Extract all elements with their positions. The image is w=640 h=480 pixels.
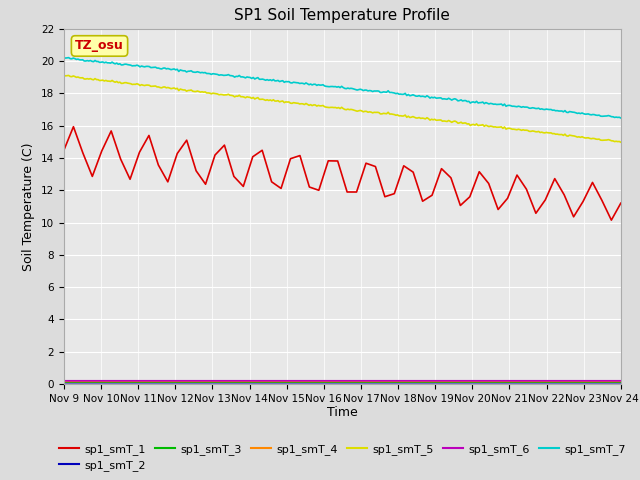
sp1_smT_6 <box>60 378 68 384</box>
sp1_smT_7 <box>129 63 136 69</box>
sp1_smT_5 <box>60 72 68 78</box>
sp1_smT_4 <box>184 379 191 384</box>
sp1_smT_4 <box>617 379 625 384</box>
sp1_smT_5 <box>303 101 311 107</box>
sp1_smT_3 <box>184 379 191 385</box>
sp1_smT_4 <box>170 379 178 384</box>
Text: TZ_osu: TZ_osu <box>75 39 124 52</box>
Y-axis label: Soil Temperature (C): Soil Temperature (C) <box>22 142 35 271</box>
sp1_smT_5 <box>226 92 234 98</box>
sp1_smT_5 <box>617 139 625 145</box>
sp1_smT_7 <box>244 74 252 80</box>
sp1_smT_7 <box>303 81 311 86</box>
sp1_smT_3 <box>170 379 178 385</box>
Line: sp1_smT_5: sp1_smT_5 <box>64 75 621 142</box>
sp1_smT_4 <box>429 379 436 384</box>
sp1_smT_1 <box>259 147 266 153</box>
sp1_smT_4 <box>246 379 254 384</box>
sp1_smT_3 <box>429 379 436 385</box>
sp1_smT_4 <box>502 379 509 384</box>
sp1_smT_4 <box>60 379 68 384</box>
sp1_smT_6 <box>429 378 436 384</box>
Title: SP1 Soil Temperature Profile: SP1 Soil Temperature Profile <box>234 9 451 24</box>
Line: sp1_smT_7: sp1_smT_7 <box>64 58 621 118</box>
sp1_smT_5 <box>129 82 136 87</box>
Line: sp1_smT_1: sp1_smT_1 <box>64 127 621 220</box>
sp1_smT_3 <box>617 379 625 385</box>
sp1_smT_6 <box>617 378 625 384</box>
sp1_smT_1 <box>211 152 219 158</box>
sp1_smT_1 <box>249 154 257 160</box>
sp1_smT_2 <box>60 380 68 385</box>
sp1_smT_7 <box>226 72 234 78</box>
X-axis label: Time: Time <box>327 407 358 420</box>
sp1_smT_2 <box>502 380 509 385</box>
sp1_smT_7 <box>586 112 594 118</box>
sp1_smT_2 <box>617 380 625 385</box>
sp1_smT_5 <box>244 95 252 100</box>
sp1_smT_3 <box>551 379 559 385</box>
sp1_smT_5 <box>586 135 594 141</box>
sp1_smT_2 <box>246 380 254 385</box>
sp1_smT_7 <box>617 115 625 121</box>
sp1_smT_7 <box>60 55 68 60</box>
sp1_smT_1 <box>617 200 625 206</box>
sp1_smT_6 <box>184 378 191 384</box>
sp1_smT_7 <box>254 75 262 81</box>
sp1_smT_6 <box>502 378 509 384</box>
sp1_smT_6 <box>551 378 559 384</box>
sp1_smT_5 <box>254 95 262 100</box>
sp1_smT_1 <box>60 147 68 153</box>
sp1_smT_1 <box>230 174 237 180</box>
Legend: sp1_smT_1, sp1_smT_2, sp1_smT_3, sp1_smT_4, sp1_smT_5, sp1_smT_6, sp1_smT_7: sp1_smT_1, sp1_smT_2, sp1_smT_3, sp1_smT… <box>55 439 630 476</box>
sp1_smT_6 <box>170 378 178 384</box>
sp1_smT_1 <box>164 179 172 185</box>
sp1_smT_3 <box>60 379 68 385</box>
sp1_smT_1 <box>607 217 615 223</box>
sp1_smT_3 <box>246 379 254 385</box>
sp1_smT_1 <box>70 124 77 130</box>
sp1_smT_2 <box>170 380 178 385</box>
sp1_smT_2 <box>429 380 436 385</box>
sp1_smT_6 <box>246 378 254 384</box>
sp1_smT_3 <box>502 379 509 385</box>
sp1_smT_4 <box>551 379 559 384</box>
sp1_smT_2 <box>551 380 559 385</box>
sp1_smT_2 <box>184 380 191 385</box>
sp1_smT_1 <box>419 198 426 204</box>
